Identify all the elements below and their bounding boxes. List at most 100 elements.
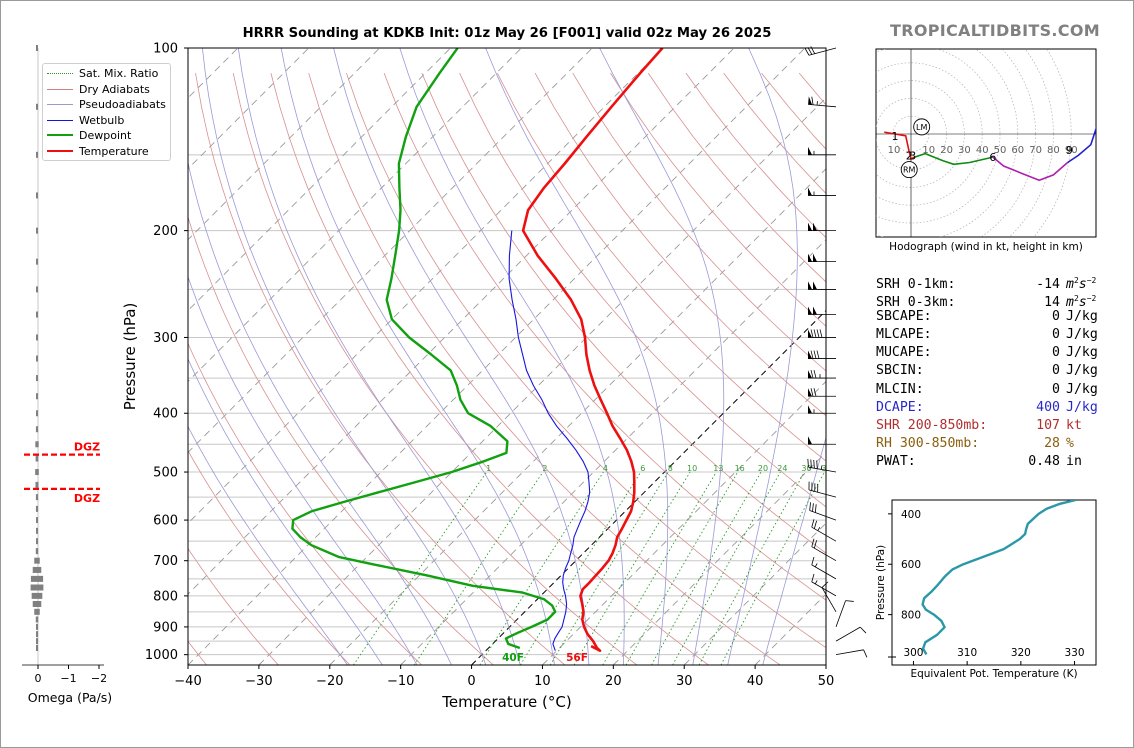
param-value: 0	[1052, 327, 1060, 343]
param-value: 0	[1052, 345, 1060, 361]
site-brand: TROPICALTIDBITS.COM	[890, 21, 1100, 40]
pseudoadiabat	[485, 48, 669, 665]
x-tick-label: −40	[174, 674, 201, 689]
legend-label: Wetbulb	[79, 113, 125, 127]
hodograph-ring-label: 80	[1047, 145, 1060, 156]
theta-e-panel: 300 310 320 330 400 600 800 Pressure (hPa)	[875, 499, 1097, 666]
param-key: SRH 0-1km:	[876, 277, 956, 292]
wind-barb	[835, 626, 867, 642]
param-key: SBCIN:	[876, 363, 924, 379]
x-tick-label: 10	[534, 674, 551, 689]
dry-adiabat	[195, 73, 566, 665]
isotherm-gridline	[188, 48, 522, 383]
barb-full	[811, 556, 815, 565]
omega-bar	[36, 151, 38, 158]
hodograph-segment	[992, 156, 1069, 182]
omega-bar	[36, 527, 38, 534]
hodograph-ring-label: 40	[976, 145, 989, 156]
right-mover-marker	[900, 161, 918, 179]
barb-full	[813, 329, 817, 338]
omega-bar	[35, 616, 39, 623]
mixing-ratio-line	[353, 471, 487, 665]
y-tick-label: 200	[153, 224, 178, 239]
param-row: DCAPE: 400 J/kg	[876, 399, 1098, 417]
omega-xlabel: Omega (Pa/s)	[27, 690, 113, 705]
barb-flag	[808, 350, 812, 359]
theta-e-line	[921, 500, 1076, 655]
wind-barb	[808, 146, 836, 156]
param-row: MUCAPE: 0 J/kg	[876, 344, 1098, 362]
surface-dewpoint-label: 40F	[502, 652, 524, 664]
barb-staff	[808, 47, 837, 56]
legend-item-dewpoint: Dewpoint	[43, 128, 170, 143]
param-value: 0.48	[1028, 453, 1060, 469]
param-unit: J/kg	[1066, 345, 1098, 361]
hodograph-segment	[914, 152, 994, 166]
param-row: SBCIN: 0 J/kg	[876, 362, 1098, 380]
wind-barb	[835, 600, 854, 628]
theta-e-y-label: Pressure (hPa)	[875, 545, 887, 620]
dry-adiabat	[1101, 73, 1134, 665]
barb-flag	[808, 222, 812, 231]
param-value: 0	[1052, 363, 1060, 379]
barb-full	[814, 504, 817, 513]
x-axis-label: Temperature (°C)	[441, 693, 571, 711]
y-tick-label: 1000	[145, 648, 178, 663]
wind-barb	[821, 581, 837, 613]
dry-adiabat	[610, 72, 826, 327]
param-unit: m2s−2	[1066, 276, 1097, 292]
isotherm-gridline	[188, 48, 593, 453]
omega-bar	[32, 566, 42, 573]
x-tick-label: −10	[387, 674, 414, 689]
omega-bar	[36, 311, 38, 318]
param-key: MLCIN:	[876, 381, 924, 397]
left-mover-marker-label: LM	[916, 123, 927, 132]
legend-item-dry-adiabats: Dry Adiabats	[43, 82, 170, 97]
x-tick-label: 0	[467, 674, 475, 689]
wind-barb	[808, 222, 836, 232]
x-tick-label: −30	[245, 674, 272, 689]
param-key: SRH 0-3km:	[876, 295, 956, 311]
hodograph-height-label: 3	[909, 149, 916, 162]
omega-bar	[36, 227, 38, 234]
hodograph-segment	[884, 131, 915, 161]
barb-full	[816, 329, 820, 338]
mixing-ratio-line	[602, 471, 717, 665]
wind-barb	[808, 388, 836, 397]
param-unit: J/kg	[1066, 309, 1098, 325]
legend-item-temperature: Temperature	[43, 144, 170, 159]
barb-full	[810, 329, 814, 338]
barb-flag	[813, 253, 817, 262]
legend-label: Sat. Mix. Ratio	[79, 67, 159, 80]
theta-e-x-tick-label: 310	[957, 647, 977, 659]
mixing-ratio-label: 10	[687, 464, 697, 473]
left-mover-marker	[913, 118, 931, 136]
omega-bar	[35, 455, 39, 462]
barb-full	[810, 46, 816, 54]
mixing-ratio-line	[520, 471, 642, 665]
isotherm-gridline	[683, 522, 826, 665]
barb-full	[813, 520, 818, 529]
omega-bar	[30, 575, 44, 582]
wind-barb	[811, 573, 837, 597]
barb-full	[807, 458, 809, 468]
omega-bar	[35, 441, 39, 448]
wind-barb	[808, 187, 836, 196]
param-unit: in	[1066, 453, 1082, 469]
omega-bar	[31, 592, 43, 599]
wind-barb	[808, 369, 836, 379]
dry-adiabat	[188, 342, 422, 665]
hodograph-ring-label: 90	[1065, 145, 1078, 156]
param-value: 14	[1044, 295, 1060, 311]
barb-flag	[813, 306, 817, 315]
barb-full	[863, 649, 868, 658]
wind-barb	[808, 481, 837, 498]
dewpoint-line	[291, 48, 557, 650]
barb-full	[816, 350, 820, 359]
barb-full	[811, 519, 815, 528]
theta-e-inner	[921, 500, 1076, 655]
mixing-ratio-label: 30	[801, 464, 811, 473]
barb-full	[811, 96, 814, 105]
mixing-ratio-label: 6	[640, 464, 645, 473]
